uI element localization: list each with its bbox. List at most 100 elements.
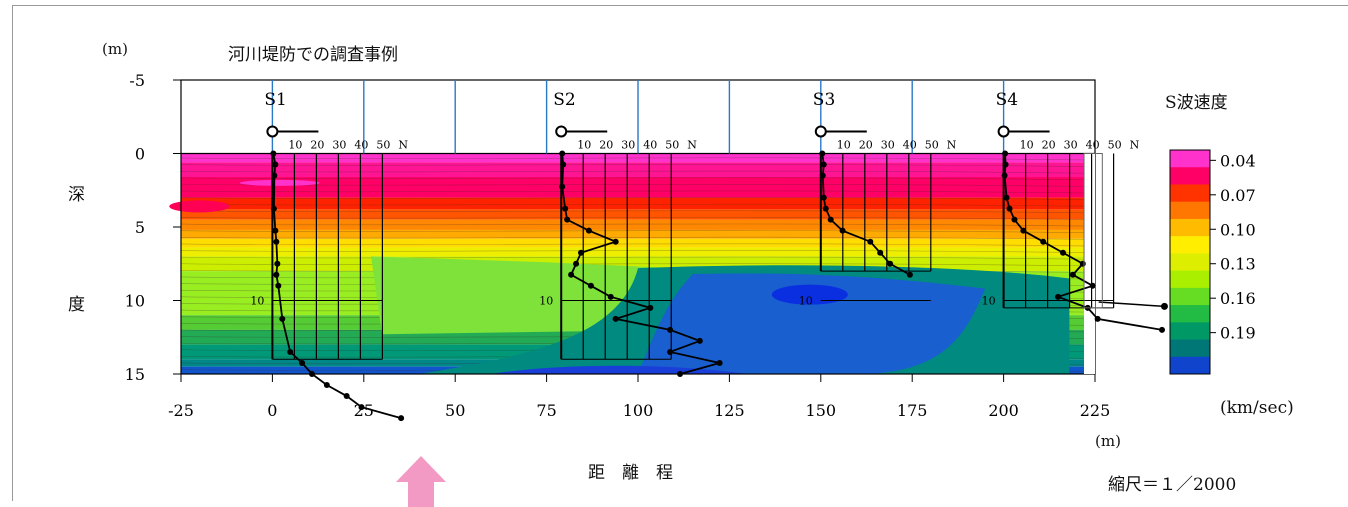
n-value-point bbox=[343, 393, 350, 400]
n-value-point bbox=[1089, 282, 1096, 289]
velocity-layer bbox=[181, 219, 1085, 230]
n-value-point bbox=[667, 326, 674, 333]
legend-title: S波速度 bbox=[1165, 93, 1228, 113]
n-value-point bbox=[1002, 150, 1009, 157]
contour-line bbox=[180, 217, 1085, 220]
n-value-point bbox=[820, 161, 827, 168]
n-scale-label: 50 bbox=[925, 139, 939, 152]
legend-swatch bbox=[1170, 322, 1210, 341]
contour-line bbox=[180, 256, 1085, 260]
n-scale-label: 40 bbox=[643, 139, 657, 152]
legend-swatch bbox=[1170, 287, 1210, 306]
n-value-point bbox=[877, 249, 884, 256]
legend-swatch bbox=[1170, 167, 1210, 185]
n-scale-label: 10 bbox=[837, 139, 851, 152]
depth-marker-label: 10 bbox=[982, 295, 996, 308]
n-scale-label: N bbox=[1130, 139, 1140, 152]
n-scale-label: 30 bbox=[1064, 139, 1078, 152]
n-value-point bbox=[1079, 260, 1086, 267]
n-value-point bbox=[275, 282, 282, 289]
y-unit-label: (m) bbox=[102, 40, 128, 58]
n-scale-label: 10 bbox=[577, 139, 591, 152]
n-scale-label: N bbox=[398, 139, 408, 152]
n-scale-label: 20 bbox=[599, 139, 613, 152]
x-tick-label: 75 bbox=[536, 401, 556, 420]
n-value-point bbox=[1011, 216, 1018, 223]
n-value-point bbox=[560, 161, 567, 168]
n-value-curve bbox=[1003, 153, 1163, 331]
n-value-point bbox=[564, 216, 571, 223]
contour-line bbox=[180, 164, 1085, 167]
velocity-layer bbox=[181, 153, 1085, 163]
n-value-point bbox=[323, 382, 330, 389]
plot-edge-mask bbox=[1084, 153, 1095, 374]
legend-tick-label: 0.19 bbox=[1220, 324, 1256, 343]
n-scale-label: 10 bbox=[288, 139, 302, 152]
velocity-layer bbox=[181, 162, 1085, 178]
velocity-layer bbox=[181, 209, 1085, 220]
figure-frame bbox=[12, 5, 1348, 501]
n-value-point bbox=[1002, 161, 1009, 168]
y-tick-label: 5 bbox=[135, 218, 145, 237]
n-value-point bbox=[827, 216, 834, 223]
contour-line bbox=[180, 210, 1085, 214]
x-tick-label: 150 bbox=[806, 401, 837, 420]
n-value-point bbox=[273, 238, 280, 245]
contour-line bbox=[180, 230, 1085, 233]
n-value-point bbox=[1060, 249, 1066, 256]
velocity-layer bbox=[181, 238, 1085, 248]
x-axis-label: 距 離 程 bbox=[588, 463, 673, 483]
n-scale-label: 30 bbox=[621, 139, 635, 152]
velocity-anomaly bbox=[239, 179, 320, 186]
legend-swatch bbox=[1170, 356, 1210, 375]
legend-tick-label: 0.13 bbox=[1220, 255, 1256, 274]
velocity-zone bbox=[638, 273, 986, 374]
n-value-point bbox=[647, 304, 654, 311]
n-value-point bbox=[1160, 302, 1168, 310]
x-tick-label: 175 bbox=[897, 401, 928, 420]
n-value-point bbox=[274, 260, 281, 267]
scale-note: 縮尺＝１／2000 bbox=[1108, 475, 1237, 495]
sounding-head bbox=[814, 125, 827, 138]
legend-swatch bbox=[1170, 305, 1210, 323]
n-scale-label: 50 bbox=[1108, 139, 1122, 152]
n-value-point bbox=[819, 172, 826, 179]
n-value-point bbox=[270, 205, 277, 212]
depth-marker-label: 10 bbox=[250, 295, 264, 308]
n-value-point bbox=[1006, 205, 1013, 212]
velocity-layer bbox=[181, 247, 1085, 257]
x-tick-label: -25 bbox=[168, 401, 194, 420]
n-value-point bbox=[1040, 238, 1047, 245]
velocity-zone bbox=[771, 284, 848, 305]
legend-frame bbox=[1169, 149, 1211, 375]
velocity-layer bbox=[181, 197, 1085, 210]
n-value-point bbox=[696, 337, 703, 344]
legend-swatch bbox=[1170, 253, 1210, 272]
legend-unit: (km/sec) bbox=[1220, 398, 1294, 418]
n-value-point bbox=[1159, 326, 1165, 333]
x-unit-label: (m) bbox=[1095, 432, 1121, 450]
n-value-point bbox=[299, 359, 306, 366]
legend-swatch bbox=[1170, 236, 1210, 254]
n-value-point bbox=[273, 271, 280, 278]
n-scale-label: 40 bbox=[903, 139, 917, 152]
n-value-point bbox=[677, 371, 684, 377]
n-value-point bbox=[667, 348, 674, 355]
contour-line bbox=[180, 197, 1085, 200]
n-value-point bbox=[1001, 172, 1008, 179]
n-value-point bbox=[559, 150, 566, 157]
n-scale-label: 10 bbox=[1020, 139, 1034, 152]
contour-line bbox=[180, 236, 1085, 240]
n-value-point bbox=[822, 205, 829, 212]
y-axis-label-char-2: 度 bbox=[68, 295, 85, 315]
contour-line bbox=[180, 170, 1085, 174]
depth-marker-label: 10 bbox=[539, 295, 553, 308]
y-tick-label: 10 bbox=[125, 292, 145, 311]
n-value-point bbox=[279, 315, 286, 322]
velocity-zone bbox=[491, 365, 748, 374]
n-value-point bbox=[612, 238, 619, 245]
velocity-anomaly bbox=[169, 200, 230, 213]
n-scale-label: 20 bbox=[1042, 139, 1056, 152]
n-value-point bbox=[839, 227, 846, 234]
contour-line bbox=[180, 177, 1085, 181]
